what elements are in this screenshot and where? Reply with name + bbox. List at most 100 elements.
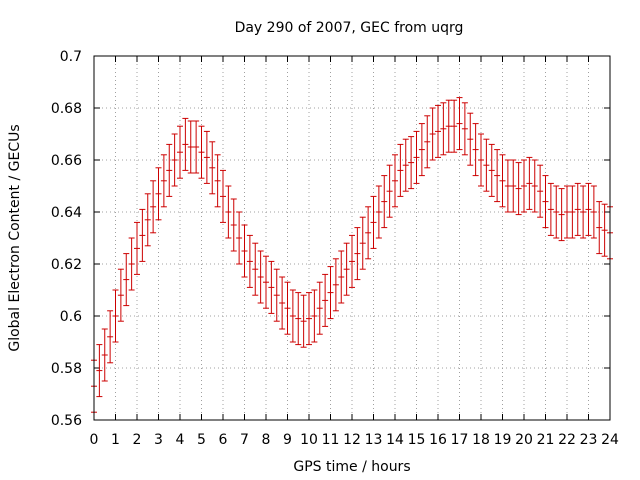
data-point (134, 221, 140, 275)
data-point (370, 195, 377, 249)
data-point (478, 133, 484, 187)
data-point (112, 289, 119, 343)
data-point (101, 328, 108, 382)
data-point (590, 185, 597, 239)
data-point (461, 102, 468, 156)
data-point (510, 159, 517, 213)
data-point (601, 203, 608, 257)
x-tick-label: 17 (451, 432, 469, 448)
data-point (209, 141, 216, 195)
chart-title: Day 290 of 2007, GEC from uqrg (235, 20, 464, 36)
data-point (236, 211, 243, 265)
data-point (472, 123, 479, 177)
data-point (338, 250, 345, 304)
data-point (225, 185, 232, 239)
x-tick-label: 3 (154, 432, 163, 448)
data-point (203, 130, 210, 184)
y-axis-label: Global Electron Content / GECUs (7, 124, 23, 351)
data-point (526, 156, 533, 210)
data-point (160, 154, 167, 208)
x-tick-label: 22 (558, 432, 576, 448)
data-point (171, 133, 178, 187)
x-tick-label: 1 (111, 432, 120, 448)
x-tick-label: 16 (429, 432, 447, 448)
data-point (408, 136, 415, 190)
data-point (488, 143, 495, 197)
y-tick-label: 0.6 (60, 309, 82, 325)
x-tick-label: 7 (240, 432, 249, 448)
x-tick-label: 9 (283, 432, 292, 448)
y-tick-label: 0.64 (51, 205, 82, 221)
data-point (381, 175, 388, 229)
data-point (564, 185, 570, 239)
data-point (332, 258, 339, 312)
axis-ticks (93, 55, 611, 421)
y-tick-label: 0.62 (51, 257, 82, 273)
data-point (289, 289, 296, 343)
data-point (343, 242, 350, 296)
data-point (295, 292, 302, 346)
data-point (558, 188, 565, 242)
data-point (596, 201, 603, 255)
data-point (273, 268, 280, 322)
x-tick-label: 20 (515, 432, 533, 448)
data-point (483, 138, 490, 192)
data-point (429, 107, 436, 161)
y-tick-label: 0.56 (51, 413, 82, 429)
tick-labels: 0 1 2 3 4 5 6 7 8 9 10 11 12 13 14 15 16 17 18 19 20 21 22 23 24… (51, 49, 619, 448)
x-tick-label: 23 (580, 432, 598, 448)
y-tick-label: 0.66 (51, 153, 82, 169)
x-tick-label: 5 (197, 432, 206, 448)
data-point (193, 120, 200, 174)
data-point (322, 273, 329, 327)
data-point (585, 182, 592, 236)
x-tick-label: 12 (343, 432, 361, 448)
data-point (284, 281, 291, 335)
x-tick-label: 4 (176, 432, 185, 448)
plot-frame (93, 55, 611, 421)
data-point (445, 99, 452, 153)
data-point (547, 182, 554, 236)
data-point (349, 234, 355, 288)
data-point (375, 185, 382, 239)
data-point (435, 104, 441, 158)
data-point (327, 266, 334, 320)
data-point (252, 242, 259, 296)
data-point (230, 198, 237, 252)
data-point (177, 125, 183, 179)
data-point (456, 97, 463, 151)
x-tick-label: 21 (537, 432, 555, 448)
data-point (128, 237, 135, 291)
data-point (467, 112, 474, 166)
data-point (300, 294, 307, 348)
data-point (257, 250, 264, 304)
data-point (365, 206, 372, 260)
data-point (359, 216, 366, 270)
data-point (241, 224, 248, 278)
x-tick-label: 18 (472, 432, 490, 448)
data-point (96, 344, 103, 398)
x-tick-label: 8 (262, 432, 271, 448)
data-point (187, 120, 194, 174)
x-tick-label: 19 (494, 432, 512, 448)
x-tick-label: 6 (219, 432, 228, 448)
data-point (418, 123, 425, 177)
data-point (246, 234, 253, 288)
data-point (220, 169, 226, 223)
y-tick-label: 0.58 (51, 361, 82, 377)
data-point (268, 260, 275, 314)
data-point (553, 185, 560, 239)
data-point (306, 292, 312, 346)
data-point (166, 143, 173, 197)
data-point (107, 310, 114, 364)
data-point (451, 99, 458, 153)
data-point (155, 167, 162, 221)
data-point (386, 164, 393, 218)
x-tick-label: 13 (365, 432, 383, 448)
data-point (537, 164, 544, 218)
data-point (574, 182, 581, 236)
x-axis-label: GPS time / hours (293, 459, 410, 475)
data-point (580, 185, 587, 239)
data-point (144, 193, 151, 247)
